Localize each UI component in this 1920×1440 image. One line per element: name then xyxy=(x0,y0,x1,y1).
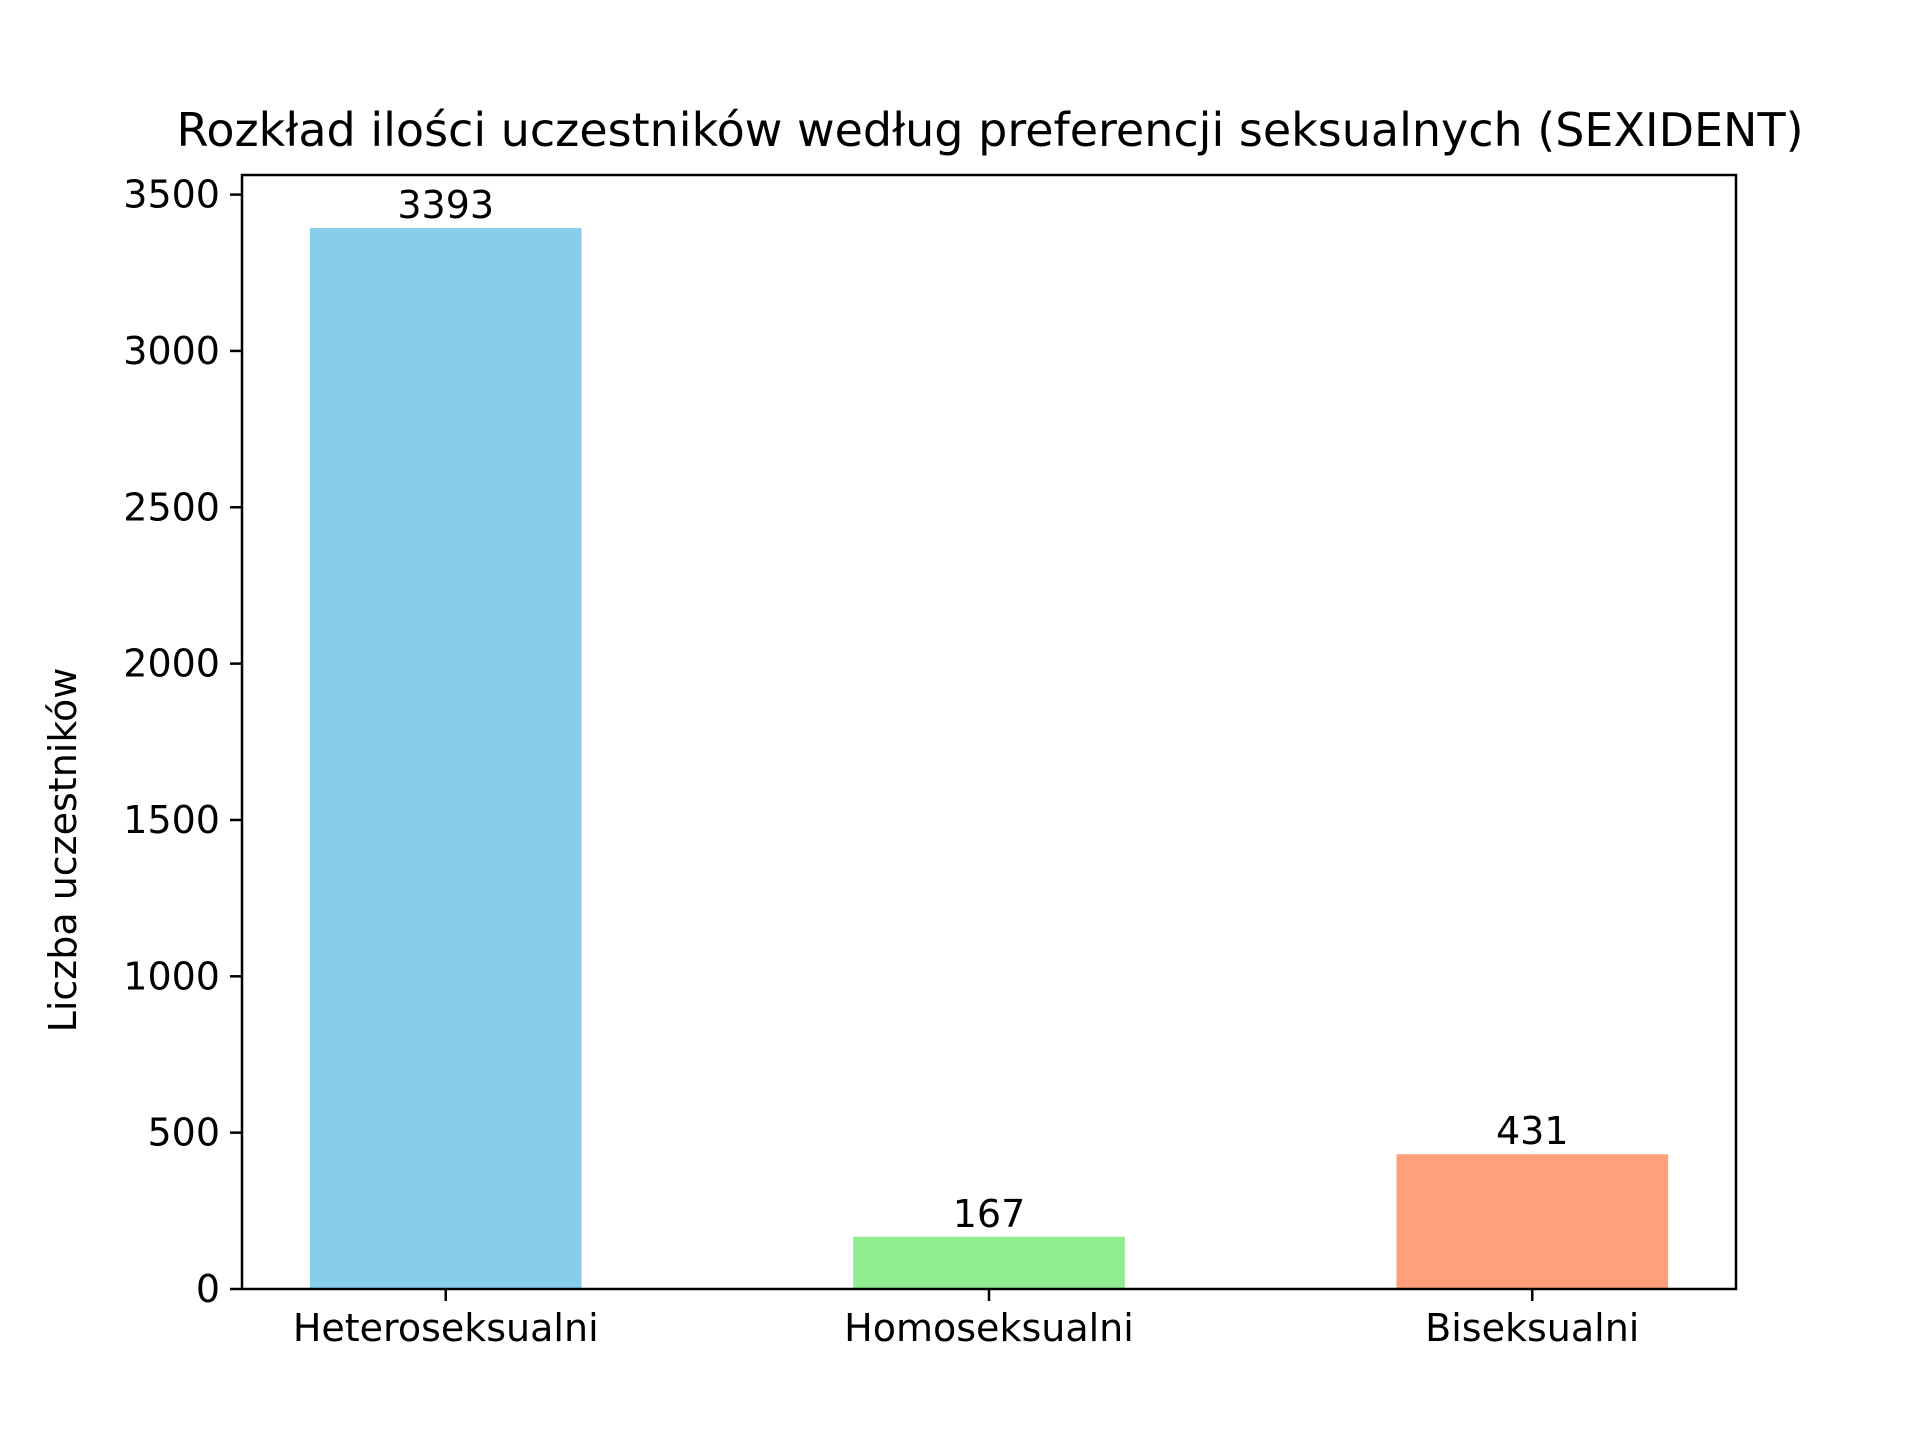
data-labels-layer: 3393 167 431 xyxy=(397,183,1568,1236)
y-axis-label: Liczba uczestników xyxy=(41,668,85,1033)
chart-title: Rozkład ilości uczestników według prefer… xyxy=(176,103,1803,157)
y-tick-label: 3000 xyxy=(123,329,220,373)
data-label-biseksualni: 431 xyxy=(1496,1109,1569,1153)
y-tick-label: 1000 xyxy=(123,954,220,998)
bar-biseksualni xyxy=(1396,1154,1669,1289)
y-tick-label: 3500 xyxy=(123,173,220,217)
bar-homoseksualni xyxy=(853,1236,1125,1289)
x-tick-label-biseksualni: Biseksualni xyxy=(1425,1306,1639,1350)
y-axis: 0 500 1000 1500 2000 2500 3000 3500 xyxy=(123,173,242,1311)
y-tick-label: 500 xyxy=(147,1111,220,1155)
bars-layer xyxy=(309,228,1669,1290)
y-tick-label: 0 xyxy=(196,1267,220,1311)
data-label-homoseksualni: 167 xyxy=(953,1192,1026,1236)
plot-frame xyxy=(240,173,1738,1291)
x-tick-label-homoseksualni: Homoseksualni xyxy=(844,1306,1134,1350)
x-axis: Heteroseksualni Homoseksualni Biseksualni xyxy=(293,1289,1639,1350)
bar-heteroseksualni xyxy=(309,228,582,1290)
y-tick-label: 1500 xyxy=(123,798,220,842)
y-tick-label: 2500 xyxy=(123,485,220,529)
data-label-heteroseksualni: 3393 xyxy=(397,183,494,227)
y-tick-label: 2000 xyxy=(123,642,220,686)
x-tick-label-heteroseksualni: Heteroseksualni xyxy=(293,1306,599,1350)
